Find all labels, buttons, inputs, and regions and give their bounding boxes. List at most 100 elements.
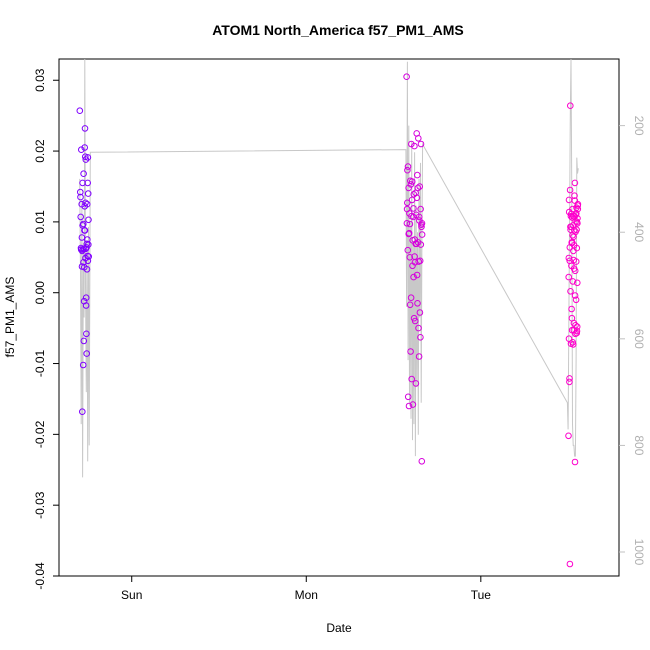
data-point-s2-12	[569, 278, 577, 285]
data-point-s0-38	[82, 294, 90, 302]
data-point-s1-3	[404, 246, 412, 254]
data-point-s0-43	[80, 170, 87, 177]
data-point-s0-2	[77, 213, 84, 221]
data-point-s0-15	[81, 144, 88, 151]
data-point-s2-53	[566, 257, 574, 265]
data-point-s0-21	[83, 330, 90, 338]
data-point-s0-26	[84, 154, 92, 161]
data-point-s0-28	[85, 216, 92, 224]
data-point-s0-34	[80, 220, 87, 228]
data-point-s0-17	[82, 153, 89, 160]
y-tick-label-3: 0.00	[33, 281, 47, 305]
y-tick-label-6: -0.03	[33, 491, 47, 519]
data-point-s2-66	[568, 214, 576, 221]
data-point-s1-36	[417, 205, 424, 213]
data-point-s2-67	[570, 256, 578, 264]
y-tick-label-4: -0.01	[33, 350, 47, 378]
data-point-s0-30	[77, 193, 84, 201]
data-point-s1-57	[410, 205, 417, 212]
data-point-s2-55	[569, 232, 576, 239]
data-point-s1-9	[406, 301, 414, 309]
plot-area	[58, 58, 620, 577]
data-point-s1-4	[404, 393, 412, 401]
data-point-s1-39	[418, 458, 426, 465]
x-tick-label-0: Sun	[121, 588, 142, 602]
data-point-s1-56	[407, 294, 415, 302]
data-point-s0-46	[84, 257, 92, 265]
data-point-s1-50	[414, 171, 421, 179]
data-point-s1-41	[403, 220, 411, 227]
data-point-s1-2	[404, 166, 411, 174]
data-point-s2-59	[568, 314, 576, 322]
data-point-s1-60	[417, 334, 424, 341]
y2-tick-label-2: 600	[632, 329, 646, 349]
data-point-s0-1	[77, 188, 84, 196]
data-point-s1-40	[418, 231, 426, 238]
data-point-s2-3	[566, 375, 573, 382]
data-point-s0-7	[79, 408, 86, 416]
data-point-s1-64	[411, 253, 418, 260]
data-point-s0-44	[81, 227, 89, 234]
data-point-s1-20	[411, 142, 418, 150]
data-point-s2-4	[566, 560, 574, 568]
y2-tick-label-1: 400	[632, 222, 646, 242]
data-point-s2-68	[571, 292, 579, 299]
data-point-s1-6	[405, 402, 413, 410]
x-tick-label-1: Mon	[295, 588, 318, 602]
data-point-s0-32	[78, 234, 86, 241]
y-tick-label-5: -0.02	[33, 420, 47, 448]
data-point-s1-55	[405, 230, 413, 238]
data-point-s0-27	[84, 190, 92, 197]
axes-layer: Sun Mon Tue 0.03 0.02 0.01 0.00 -0.01 -0.02 -0.03…	[33, 68, 646, 602]
data-point-s1-62	[406, 220, 414, 228]
data-point-s2-63	[574, 202, 582, 209]
data-point-s2-64	[565, 335, 573, 343]
data-point-s1-63	[408, 178, 416, 185]
data-point-s1-22	[411, 317, 419, 325]
data-point-s1-0	[403, 73, 410, 80]
y2-tick-label-0: 200	[632, 116, 646, 136]
data-point-s1-42	[404, 163, 412, 170]
data-point-s0-29	[85, 253, 92, 260]
data-point-s0-16	[81, 125, 89, 132]
x-axis-label: Date	[326, 621, 352, 635]
data-point-s1-13	[408, 375, 416, 383]
data-point-s0-49	[83, 200, 91, 208]
data-point-s0-10	[79, 361, 87, 369]
data-point-s1-59	[414, 239, 422, 246]
data-point-s1-45	[408, 212, 415, 220]
data-point-s0-42	[78, 247, 86, 255]
data-point-s0-20	[82, 302, 90, 309]
altitude-line	[79, 58, 579, 478]
data-point-s1-18	[410, 273, 417, 281]
data-point-s2-70	[574, 279, 581, 287]
data-point-s1-34	[416, 309, 424, 316]
data-point-s2-61	[571, 197, 579, 204]
data-point-s1-66	[415, 213, 423, 221]
data-point-s0-25	[84, 252, 91, 260]
x-tick-label-2: Tue	[471, 588, 492, 602]
data-point-s1-16	[409, 401, 417, 408]
data-point-s2-57	[572, 322, 579, 329]
data-point-s2-40	[565, 196, 573, 204]
y-tick-label-7: -0.04	[33, 562, 47, 590]
data-point-s2-35	[571, 192, 578, 199]
data-point-s2-48	[571, 179, 579, 187]
data-point-s1-8	[406, 253, 414, 261]
data-point-s1-52	[416, 183, 424, 190]
y-tick-label-2: 0.01	[33, 210, 47, 234]
data-point-s2-24	[573, 323, 581, 331]
data-point-s2-0	[565, 432, 572, 440]
data-point-s2-31	[568, 305, 575, 313]
data-point-s1-67	[418, 223, 425, 231]
data-point-s0-48	[82, 156, 90, 163]
data-point-s0-40	[84, 179, 91, 187]
data-point-s2-21	[572, 296, 580, 304]
altitude-line-layer	[79, 58, 579, 478]
data-point-s1-28	[414, 300, 421, 307]
data-point-s0-45	[83, 244, 90, 251]
data-point-s0-18	[82, 199, 89, 207]
data-point-s1-29	[414, 184, 422, 192]
data-point-s1-37	[417, 140, 425, 148]
